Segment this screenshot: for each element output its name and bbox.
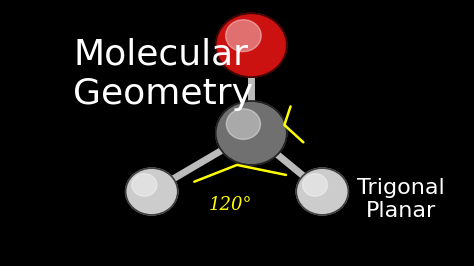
Text: Molecular
Geometry: Molecular Geometry (73, 38, 254, 111)
Ellipse shape (126, 168, 178, 215)
Ellipse shape (216, 13, 287, 77)
Ellipse shape (296, 168, 348, 215)
Ellipse shape (302, 174, 328, 196)
Text: 120°: 120° (209, 196, 252, 214)
Ellipse shape (226, 20, 261, 52)
Text: Trigonal
Planar: Trigonal Planar (356, 178, 445, 221)
Ellipse shape (227, 109, 261, 139)
Ellipse shape (132, 174, 157, 196)
Ellipse shape (216, 101, 287, 165)
